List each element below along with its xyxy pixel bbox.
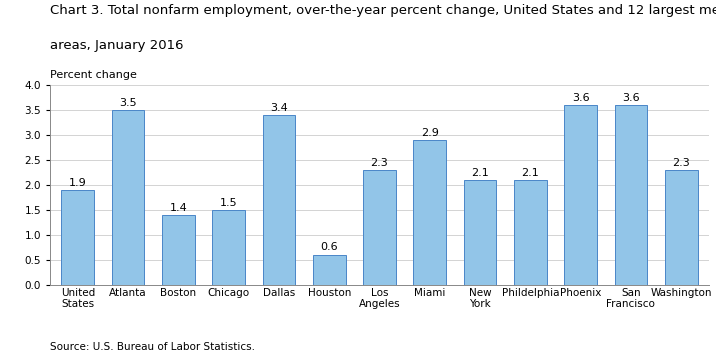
Text: 3.5: 3.5 [120, 98, 137, 108]
Text: Percent change: Percent change [50, 70, 137, 80]
Bar [112, 110, 145, 285]
Text: 3.4: 3.4 [270, 103, 288, 113]
Text: 2.9: 2.9 [421, 128, 439, 138]
Text: 1.5: 1.5 [220, 198, 238, 208]
Bar [514, 180, 547, 285]
Text: 2.3: 2.3 [672, 158, 690, 168]
Bar [162, 215, 195, 285]
Bar [363, 170, 396, 285]
Bar [263, 115, 295, 285]
Bar [413, 140, 446, 285]
Bar [665, 170, 697, 285]
Text: 3.6: 3.6 [572, 93, 589, 103]
Text: 1.4: 1.4 [170, 203, 187, 213]
Text: 1.9: 1.9 [69, 178, 87, 188]
Bar [313, 255, 346, 285]
Text: 0.6: 0.6 [320, 242, 338, 252]
Text: Source: U.S. Bureau of Labor Statistics.: Source: U.S. Bureau of Labor Statistics. [50, 342, 255, 352]
Text: 3.6: 3.6 [622, 93, 639, 103]
Text: 2.1: 2.1 [471, 168, 489, 178]
Text: areas, January 2016: areas, January 2016 [50, 39, 183, 52]
Text: Chart 3. Total nonfarm employment, over-the-year percent change, United States a: Chart 3. Total nonfarm employment, over-… [50, 4, 716, 17]
Bar [614, 105, 647, 285]
Text: 2.3: 2.3 [371, 158, 388, 168]
Text: 2.1: 2.1 [521, 168, 539, 178]
Bar [464, 180, 496, 285]
Bar [564, 105, 597, 285]
Bar [212, 210, 245, 285]
Bar [62, 190, 94, 285]
